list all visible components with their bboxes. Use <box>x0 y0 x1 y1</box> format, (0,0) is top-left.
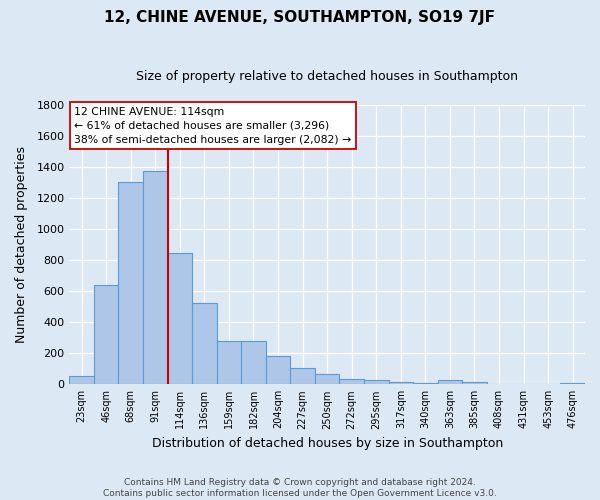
Bar <box>413 383 437 384</box>
X-axis label: Distribution of detached houses by size in Southampton: Distribution of detached houses by size … <box>152 437 503 450</box>
Bar <box>389 382 413 384</box>
Bar <box>70 376 94 384</box>
Bar <box>364 380 389 384</box>
Bar <box>192 303 217 384</box>
Bar <box>437 380 462 384</box>
Bar <box>315 374 340 384</box>
Bar <box>266 356 290 384</box>
Bar <box>340 379 364 384</box>
Bar <box>241 341 266 384</box>
Text: Contains HM Land Registry data © Crown copyright and database right 2024.
Contai: Contains HM Land Registry data © Crown c… <box>103 478 497 498</box>
Title: Size of property relative to detached houses in Southampton: Size of property relative to detached ho… <box>136 70 518 83</box>
Bar <box>143 171 167 384</box>
Bar <box>167 253 192 384</box>
Bar <box>118 182 143 384</box>
Bar <box>560 383 585 384</box>
Text: 12, CHINE AVENUE, SOUTHAMPTON, SO19 7JF: 12, CHINE AVENUE, SOUTHAMPTON, SO19 7JF <box>104 10 496 25</box>
Text: 12 CHINE AVENUE: 114sqm
← 61% of detached houses are smaller (3,296)
38% of semi: 12 CHINE AVENUE: 114sqm ← 61% of detache… <box>74 106 352 144</box>
Y-axis label: Number of detached properties: Number of detached properties <box>15 146 28 343</box>
Bar <box>217 341 241 384</box>
Bar <box>94 285 118 384</box>
Bar <box>290 368 315 384</box>
Bar <box>462 382 487 384</box>
